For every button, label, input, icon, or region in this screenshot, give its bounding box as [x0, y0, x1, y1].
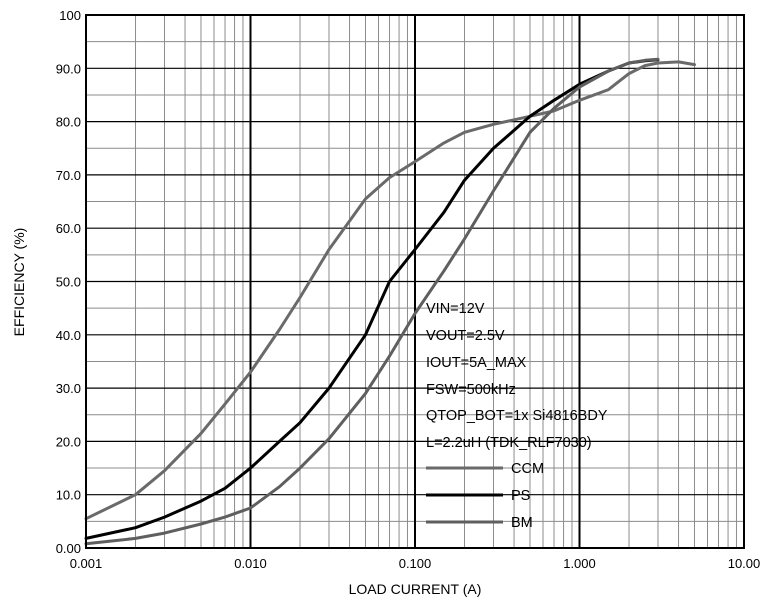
- legend-item-ccm: CCM: [426, 461, 544, 477]
- x-tick-label: 10.00: [728, 556, 761, 571]
- x-tick-label: 1.000: [563, 556, 596, 571]
- legend-label-bm: BM: [511, 515, 533, 531]
- annotation-inductor: L=2.2uH (TDK_RLF7030): [426, 435, 592, 451]
- x-axis-title: LOAD CURRENT (A): [349, 581, 482, 597]
- annotation-vin: VIN=12V: [426, 301, 485, 317]
- y-tick-label: 50.0: [56, 275, 81, 290]
- y-tick-label: 70.0: [56, 168, 81, 183]
- x-tick-label: 0.001: [70, 556, 103, 571]
- y-tick-label: 100: [59, 8, 81, 23]
- y-tick-label: 0.00: [56, 541, 81, 556]
- series-line-ccm: [84, 60, 696, 521]
- x-tick-label: 0.010: [234, 556, 267, 571]
- legend-label-ccm: CCM: [511, 461, 544, 477]
- y-tick-label: 20.0: [56, 434, 81, 449]
- series-layer: [84, 57, 696, 546]
- annotation-vout: VOUT=2.5V: [426, 328, 505, 344]
- annotation-qtop-bot: QTOP_BOT=1x Si4816BDY: [426, 408, 608, 424]
- y-tick-label: 10.0: [56, 488, 81, 503]
- y-tick-label: 30.0: [56, 381, 81, 396]
- y-axis-title: EFFICIENCY (%): [11, 228, 27, 337]
- y-tick-label: 90.0: [56, 61, 81, 76]
- y-tick-label: 60.0: [56, 221, 81, 236]
- annotation-block: VIN=12V VOUT=2.5V IOUT=5A_MAX FSW=500kHz…: [426, 301, 608, 451]
- legend: CCM PS BM: [426, 461, 544, 531]
- y-tick-label: 80.0: [56, 115, 81, 130]
- x-tick-labels: 0.001 0.010 0.100 1.000 10.00: [70, 556, 761, 571]
- series-line-bm: [84, 57, 660, 546]
- annotation-fsw: FSW=500kHz: [426, 382, 516, 398]
- annotation-iout: IOUT=5A_MAX: [426, 355, 527, 371]
- legend-label-ps: PS: [511, 488, 530, 504]
- plot-frame: [85, 14, 745, 549]
- legend-item-ps: PS: [426, 488, 530, 504]
- x-tick-label: 0.100: [399, 556, 432, 571]
- legend-item-bm: BM: [426, 515, 533, 531]
- y-tick-label: 40.0: [56, 328, 81, 343]
- y-tick-labels: 0.00 10.0 20.0 30.0 40.0 50.0 60.0 70.0 80.0 90.0…: [56, 8, 81, 556]
